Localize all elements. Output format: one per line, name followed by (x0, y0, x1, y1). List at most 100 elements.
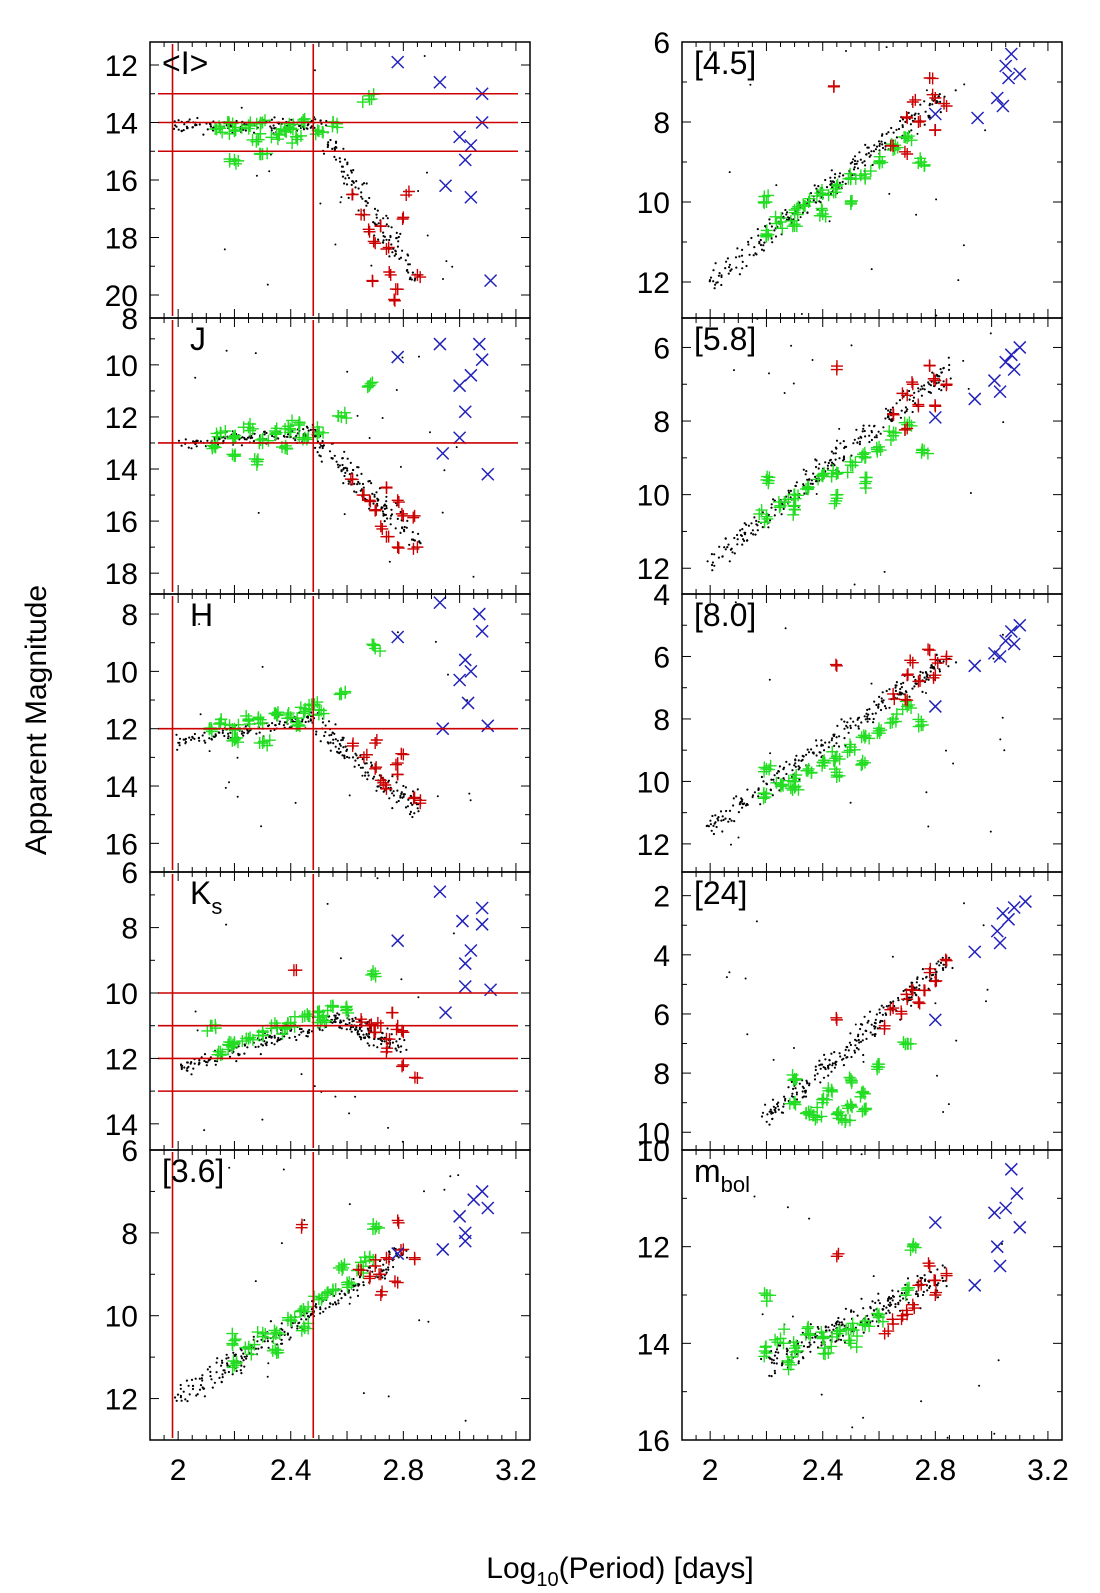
blue-point (391, 55, 405, 69)
black-point (871, 712, 874, 716)
green-point (265, 131, 278, 144)
panel-label: J (190, 321, 206, 357)
black-point (765, 783, 769, 786)
black-point (278, 720, 281, 723)
black-point (831, 180, 835, 183)
black-point (242, 734, 245, 737)
black-point (833, 1066, 837, 1069)
black-point (406, 805, 409, 808)
black-point (334, 141, 338, 144)
green-point (844, 197, 857, 210)
black-point (194, 124, 197, 127)
black-point (381, 1031, 384, 1034)
black-point (364, 1036, 367, 1039)
black-point (376, 209, 379, 212)
black-point (295, 1038, 298, 1042)
black-point (815, 187, 818, 190)
black-point (210, 738, 213, 741)
black-point (347, 482, 350, 485)
blue-point (464, 138, 478, 153)
green-point (816, 1093, 829, 1106)
black-point (398, 1037, 401, 1041)
black-point (257, 511, 260, 514)
black-point (835, 742, 838, 745)
black-point (935, 101, 938, 104)
black-point (882, 426, 885, 429)
black-point (786, 211, 789, 214)
black-point (947, 665, 950, 668)
black-point (745, 264, 748, 268)
black-point (377, 222, 380, 225)
black-point (238, 1053, 241, 1056)
black-point (291, 1322, 294, 1325)
black-point (941, 956, 944, 959)
black-point (791, 769, 794, 772)
black-point (411, 271, 414, 274)
black-point (792, 382, 795, 385)
green-point (276, 1028, 289, 1041)
black-point (878, 142, 881, 145)
black-point (376, 1276, 379, 1279)
black-point (413, 812, 416, 815)
black-point (409, 802, 413, 805)
y-tick-label: 6 (653, 332, 670, 365)
black-point (310, 125, 313, 128)
black-point (759, 238, 762, 242)
black-point (194, 1010, 197, 1013)
black-point (762, 249, 766, 252)
green-point (223, 152, 236, 165)
red-point (906, 1298, 919, 1311)
black-point (367, 774, 370, 777)
black-point (870, 150, 873, 153)
black-point (348, 794, 351, 797)
black-point (186, 1061, 189, 1064)
black-point (221, 729, 224, 732)
black-point (352, 169, 355, 172)
black-point (316, 440, 319, 443)
blue-point (458, 1234, 472, 1248)
black-point (196, 1029, 199, 1032)
green-point (833, 1325, 846, 1338)
black-point (354, 1095, 357, 1098)
x-tick-label: 2 (170, 1454, 187, 1487)
black-point (841, 1334, 845, 1337)
green-point (270, 1326, 283, 1339)
black-point (355, 180, 358, 183)
black-point (837, 1316, 840, 1320)
black-point (740, 797, 743, 800)
black-point (864, 164, 867, 167)
green-point (246, 133, 259, 146)
red-point (900, 988, 913, 1001)
black-point (887, 1309, 890, 1312)
green-point (293, 720, 306, 733)
black-point (870, 1023, 873, 1026)
black-point (801, 1090, 804, 1093)
red-point (365, 1018, 378, 1031)
black-point (903, 411, 907, 414)
black-point (921, 968, 925, 971)
black-point (321, 721, 325, 724)
black-point (407, 263, 410, 266)
black-point (397, 235, 400, 239)
black-point (849, 162, 852, 165)
panel-plot-area (174, 1166, 495, 1422)
black-point (940, 389, 943, 392)
green-point (215, 713, 228, 726)
black-point (361, 183, 364, 186)
red-point (391, 757, 404, 770)
black-point (824, 461, 827, 464)
black-point (728, 971, 731, 974)
black-point (830, 739, 833, 742)
black-point (244, 129, 247, 132)
black-point (928, 383, 931, 386)
black-point (202, 133, 205, 136)
blue-point (391, 934, 405, 948)
y-tick-label: 10 (637, 1117, 670, 1150)
black-point (945, 749, 947, 752)
green-point (764, 1289, 777, 1302)
black-point (847, 731, 850, 734)
black-point (760, 248, 764, 251)
black-point (776, 1105, 780, 1108)
